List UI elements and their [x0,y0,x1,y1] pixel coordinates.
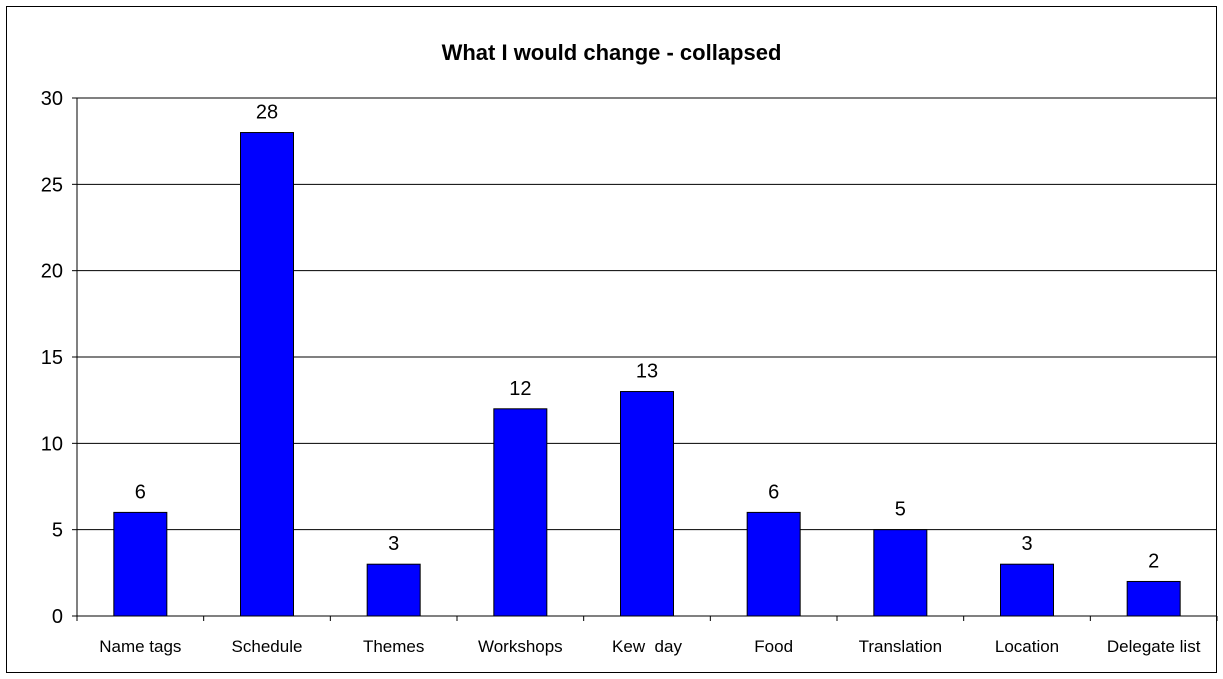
bar [873,529,928,617]
x-tick-label: Food [754,637,793,656]
y-axis: 0 5 10 15 20 25 30 [41,88,78,628]
y-tick-label: 0 [52,606,63,628]
bar-value-label: 13 [636,361,658,383]
bar-value-label: 2 [1148,550,1159,572]
y-tick-label: 10 [41,433,63,455]
bar-value-label: 28 [256,102,278,124]
bar [240,132,294,617]
bar [620,391,674,617]
bar-value-label: 6 [135,481,146,503]
x-tick-label: Location [995,637,1059,656]
x-tick-label: Delegate list [1107,637,1201,656]
chart-frame [6,6,1217,673]
x-tick-label: Translation [859,637,942,656]
bar [746,511,801,617]
bar-value-label: 3 [1021,533,1032,555]
chart-title: What I would change - collapsed [441,40,782,65]
x-tick-label: Kew day [612,637,682,656]
x-tick-label: Workshops [478,637,563,656]
y-tick-label: 15 [41,347,63,369]
bar [113,511,168,617]
y-tick-label: 30 [41,88,63,110]
x-tick-label: Name tags [99,637,181,656]
x-tick-label: Themes [363,637,424,656]
bar-value-label: 5 [895,499,906,521]
bar [366,563,421,617]
y-tick-label: 25 [41,174,63,196]
bars [113,132,1181,617]
bar-value-label: 6 [768,481,779,503]
y-tick-label: 5 [52,520,63,542]
bar [1000,563,1054,617]
bar-value-label: 12 [509,378,531,400]
bar-value-label: 3 [388,533,399,555]
x-tick-label: Schedule [232,637,303,656]
data-labels: 6 28 3 12 13 6 5 3 2 [135,102,1159,573]
x-axis: Name tags Schedule Themes Workshops Kew day F… [76,615,1218,656]
bar [1126,580,1181,617]
bar [493,408,548,617]
y-tick-label: 20 [41,261,63,283]
